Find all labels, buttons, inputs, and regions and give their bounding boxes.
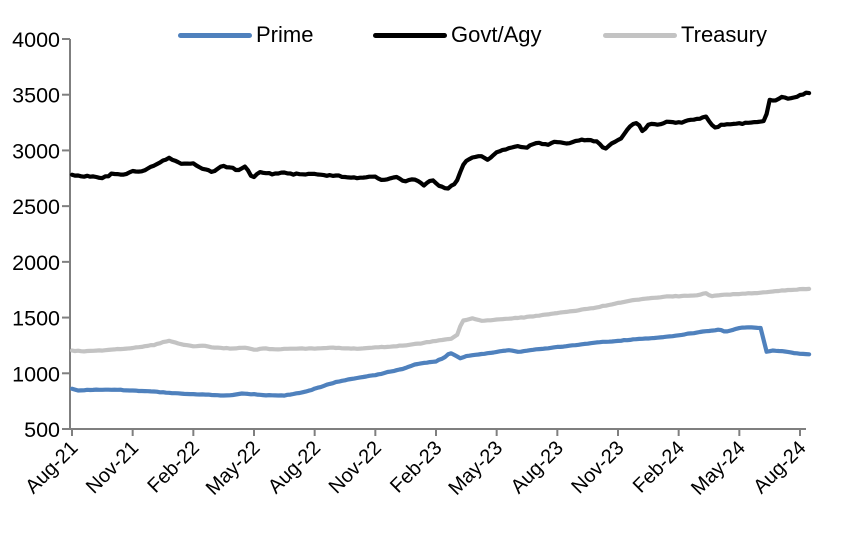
series-line-prime — [69, 325, 812, 398]
legend-swatch-prime — [178, 32, 252, 38]
y-tick-label: 2500 — [12, 195, 60, 219]
y-tick-label: 2000 — [12, 251, 60, 275]
legend-label-treasury: Treasury — [681, 22, 767, 47]
legend-label-govt-agy: Govt/Agy — [451, 22, 542, 47]
series-line-govt-agy — [69, 90, 812, 191]
x-tick-label: Aug-24 — [749, 437, 810, 498]
x-tick-label: Feb-24 — [629, 437, 689, 497]
x-tick-label: Aug-23 — [507, 437, 568, 498]
y-tick-label: 4000 — [12, 28, 60, 52]
y-tick-label: 3500 — [12, 84, 60, 108]
x-tick-label: Aug-22 — [264, 437, 325, 498]
y-tick-label: 3000 — [12, 139, 60, 163]
x-tick-label: Nov-23 — [567, 437, 628, 498]
x-tick-label: Feb-23 — [386, 437, 446, 497]
x-tick-label: May-22 — [202, 437, 265, 500]
legend-swatch-treasury — [603, 32, 677, 38]
legend-item-prime: Prime — [178, 22, 313, 48]
legend-item-treasury: Treasury — [603, 22, 767, 48]
x-tick-label: May-24 — [687, 437, 750, 500]
x-tick-label: Feb-22 — [143, 437, 203, 497]
x-tick-label: May-23 — [444, 437, 507, 500]
y-tick-label: 1000 — [12, 362, 60, 386]
legend-swatch-govt-agy — [373, 32, 447, 38]
legend: Prime Govt/Agy Treasury — [0, 0, 852, 50]
x-tick-label: Aug-21 — [21, 437, 82, 498]
series-line-treasury — [69, 286, 812, 354]
y-tick-label: 1500 — [12, 307, 60, 331]
legend-label-prime: Prime — [256, 22, 314, 47]
x-tick-label: Nov-21 — [82, 437, 143, 498]
legend-item-govt-agy: Govt/Agy — [373, 22, 541, 48]
x-tick-label: Nov-22 — [325, 437, 386, 498]
y-tick-label: 500 — [24, 418, 60, 442]
